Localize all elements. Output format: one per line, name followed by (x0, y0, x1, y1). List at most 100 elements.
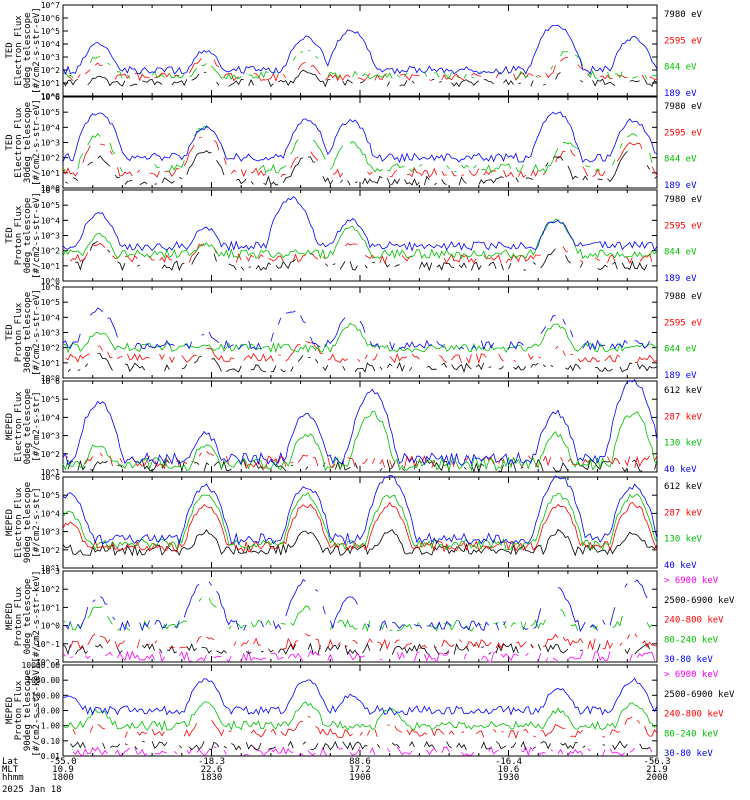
ylabel-line: 30deg telescope (23, 292, 33, 373)
legend-entry: 189 eV (664, 274, 697, 284)
y-tick-label: 10^0 (41, 374, 60, 383)
series-line-2595-eV (65, 341, 658, 365)
legend-entry: 612 keV (664, 386, 703, 396)
y-tick-label: 10^-1 (36, 640, 60, 649)
legend-entry: 2595 eV (664, 318, 703, 328)
lat-value: -18.3 (198, 757, 225, 767)
y-tick-label: 10^5 (41, 395, 60, 404)
legend-entry: 287 keV (664, 508, 703, 518)
series-line-240-800-keV (70, 633, 658, 651)
ylabel-line: 90deg telescope (23, 670, 33, 751)
mlt-value: 22.6 (201, 765, 223, 775)
legend-entry: 130 keV (664, 535, 703, 545)
ylabel-line: Electron Flux (14, 15, 24, 86)
panel-7-ylabel: MEPED Proton Flux 0deg telescope [#/cm2-s-s… (5, 570, 42, 662)
y-tick-label: 10^0 (41, 92, 60, 101)
ylabel-line: TED (5, 134, 15, 150)
ylabel-line: MEPED (5, 697, 15, 724)
legend-entry: 40 keV (664, 465, 697, 475)
xaxis-row-label: hhmm (2, 773, 24, 783)
ylabel-line: [#/cm2-s-str] (32, 487, 42, 557)
series-line-40-keV (62, 378, 658, 467)
series-line-7980-eV (62, 69, 658, 88)
series-line--6900-keV (73, 747, 657, 756)
hhmm-value: 1830 (201, 773, 223, 783)
ylabel-line: 0deg telescope (23, 389, 33, 465)
series-line-189-eV (62, 196, 658, 252)
y-tick-label: 10^4 (41, 509, 60, 518)
y-tick-label: 10^3 (41, 53, 60, 62)
ylabel-line: 0deg telescope (23, 579, 33, 655)
series-line-189-eV (62, 24, 658, 75)
series-line-40-keV (62, 474, 658, 546)
ylabel-line: MEPED (5, 603, 15, 630)
y-tick-label: 10^1 (41, 169, 60, 178)
ylabel-line: [#/cm2-s-str-eV] (32, 289, 42, 376)
panel-1-ylabel: TED Electron Flux 0deg telescope [#/cm2-s-s… (5, 7, 42, 94)
panel-7-frame (62, 570, 658, 663)
y-tick-label: 10^2 (41, 66, 60, 75)
ylabel-line: [#/cm2-s-str-eV] (32, 7, 42, 94)
lat-value: -16.4 (495, 757, 522, 767)
y-tick-label: 1.00 (41, 722, 60, 731)
y-tick-label: 10^-2 (36, 658, 60, 667)
panel-3-ylabel: TED Proton Flux 0deg telescope [#/cm2-s-str… (5, 192, 42, 279)
y-tick-label: 10^3 (41, 139, 60, 148)
y-tick-label: 10^3 (41, 567, 60, 576)
panel-4-ylabel: TED Proton Flux 30deg telescope [#/cm2-s-st… (5, 289, 42, 376)
ylabel-line: [#/cm2-s-str-keV] (32, 570, 42, 662)
ylabel-line: Proton Flux (14, 680, 24, 740)
y-tick-label: 1000.00 (26, 676, 60, 685)
legend-entry: 130 keV (664, 439, 703, 449)
panel-2-ylabel: TED Electron Flux 30deg telescope [#/cm2-s-… (5, 99, 42, 186)
legend-entry: 2595 eV (664, 36, 703, 46)
y-tick-label: 10^3 (41, 528, 60, 537)
legend-entry: 7980 eV (664, 102, 703, 112)
ylabel-line: MEPED (5, 509, 15, 536)
ylabel-line: [#/cm2-s-str-keV] (32, 664, 42, 756)
series-line-7980-eV (65, 150, 658, 186)
y-tick-label: 10^0 (41, 184, 60, 193)
legend-entry: 844 eV (664, 345, 697, 355)
legend-entry: > 6900 keV (664, 576, 719, 586)
ylabel-line: 0deg telescope (23, 198, 33, 274)
y-tick-label: 10^3 (41, 432, 60, 441)
legend-entry: 189 eV (664, 371, 697, 381)
panel-1-frame (62, 4, 658, 97)
y-tick-label: 10^6 (41, 93, 60, 102)
mlt-value: 21.9 (646, 765, 668, 775)
hhmm-value: 2000 (646, 773, 668, 783)
mlt-value: 17.2 (349, 765, 371, 775)
y-tick-label: 10^2 (41, 154, 60, 163)
series-line-612-keV (62, 528, 658, 557)
y-tick-label: 10^3 (41, 329, 60, 338)
y-tick-label: 10^2 (41, 585, 60, 594)
y-tick-label: 10000.00 (21, 661, 60, 670)
y-tick-label: 10^6 (41, 377, 60, 386)
y-tick-label: 10^3 (41, 232, 60, 241)
y-tick-label: 10^5 (41, 201, 60, 210)
legend-entry: 287 keV (664, 412, 703, 422)
y-tick-label: 10^1 (41, 564, 60, 573)
series-line-287-keV (62, 501, 658, 554)
y-tick-label: 10^1 (41, 359, 60, 368)
ylabel-line: [#/cm2-s-str] (32, 391, 42, 461)
ylabel-line: 90deg telescope (23, 482, 33, 563)
mlt-value: 10.9 (52, 765, 74, 775)
series-line-130-keV (62, 411, 658, 472)
legend-entry: 189 eV (664, 181, 697, 191)
series-line-844-eV (62, 322, 658, 354)
lat-value: 88.6 (349, 757, 371, 767)
ylabel-line: TED (5, 324, 15, 340)
legend-entry: 240-800 keV (664, 616, 724, 626)
y-tick-label: 10^5 (41, 491, 60, 500)
legend-entry: > 6900 keV (664, 670, 719, 680)
legend-entry: 844 eV (664, 63, 697, 73)
series-line-130-keV (62, 491, 658, 551)
legend-entry: 2595 eV (664, 221, 703, 231)
series-line-2595-eV (70, 242, 653, 264)
ylabel-line: MEPED (5, 413, 15, 440)
y-tick-label: 10^1 (41, 79, 60, 88)
legend-entry: 240-800 keV (664, 710, 724, 720)
y-tick-label: 10^1 (41, 603, 60, 612)
